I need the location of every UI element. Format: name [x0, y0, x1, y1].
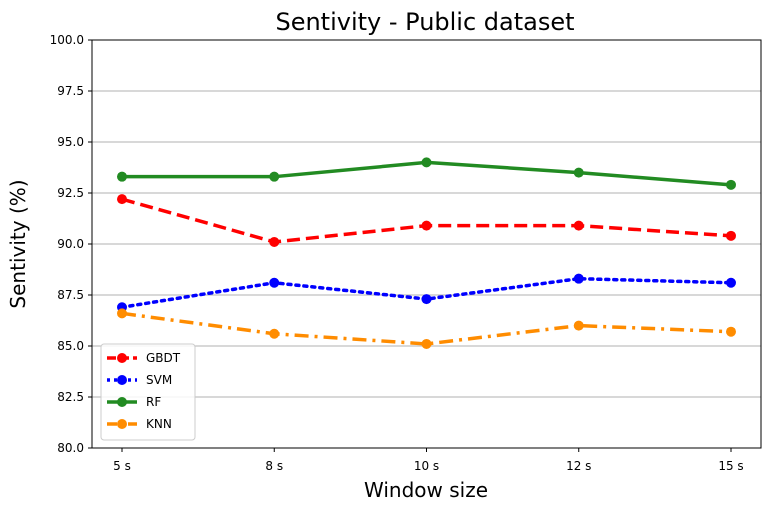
- y-axis-label: Sentivity (%): [6, 179, 30, 308]
- data-point: [726, 179, 736, 190]
- legend-marker: [117, 419, 127, 429]
- data-point: [421, 157, 432, 168]
- series-gbdt: [117, 194, 736, 247]
- legend-item-rf: RF: [107, 395, 161, 409]
- data-point: [117, 308, 127, 319]
- y-tick-label: 92.5: [57, 186, 84, 200]
- chart-title: Sentivity - Public dataset: [275, 8, 574, 36]
- data-point: [573, 167, 584, 178]
- y-tick-label: 87.5: [57, 288, 84, 302]
- x-axis-label: Window size: [364, 478, 488, 502]
- data-point: [421, 294, 432, 305]
- legend-item-gbdt: GBDT: [107, 351, 181, 365]
- y-tick-label: 100.0: [50, 33, 84, 47]
- series-lines: [117, 157, 736, 349]
- legend-label: KNN: [146, 417, 172, 431]
- legend-item-svm: SVM: [107, 373, 172, 387]
- data-point: [726, 277, 736, 288]
- x-tick-label: 15 s: [718, 459, 743, 473]
- data-point: [726, 326, 736, 337]
- series-line: [121, 197, 732, 244]
- y-tick-label: 85.0: [57, 339, 84, 353]
- legend-marker: [117, 353, 127, 363]
- data-point: [269, 171, 280, 182]
- series-knn: [117, 308, 736, 349]
- legend-item-knn: KNN: [107, 417, 172, 431]
- x-tick-label: 10 s: [414, 459, 439, 473]
- data-point: [573, 320, 584, 331]
- legend-box: [100, 343, 196, 441]
- data-point: [269, 328, 280, 339]
- legend-label: SVM: [146, 373, 172, 387]
- data-point: [269, 236, 280, 247]
- legend-marker: [117, 375, 127, 385]
- data-point: [726, 230, 736, 241]
- x-tick-label: 8 s: [265, 459, 283, 473]
- series-rf: [117, 157, 736, 190]
- data-point: [573, 273, 584, 284]
- x-tick-label: 5 s: [113, 459, 131, 473]
- y-tick-label: 97.5: [57, 84, 84, 98]
- data-point: [117, 194, 127, 205]
- y-tick-label: 82.5: [57, 390, 84, 404]
- y-axis-ticks: 80.0 82.5 85.0 87.5 90.0 92.5 95.0 97.5 100.0: [50, 33, 92, 455]
- y-tick-label: 90.0: [57, 237, 84, 251]
- x-axis-ticks: 5 s 8 s 10 s 12 s 15 s: [113, 448, 744, 473]
- data-point: [269, 277, 280, 288]
- legend-label: GBDT: [146, 351, 181, 365]
- data-point: [421, 338, 432, 349]
- legend-label: RF: [146, 395, 161, 409]
- series-svm: [117, 273, 736, 313]
- plot-frame: [91, 39, 762, 449]
- data-point: [117, 171, 127, 182]
- y-tick-label: 80.0: [57, 441, 84, 455]
- data-point: [421, 220, 432, 231]
- legend-marker: [117, 397, 127, 407]
- y-tick-label: 95.0: [57, 135, 84, 149]
- legend: GBDT SVM RF KNN: [100, 343, 196, 441]
- x-tick-label: 12 s: [566, 459, 591, 473]
- data-point: [573, 220, 584, 231]
